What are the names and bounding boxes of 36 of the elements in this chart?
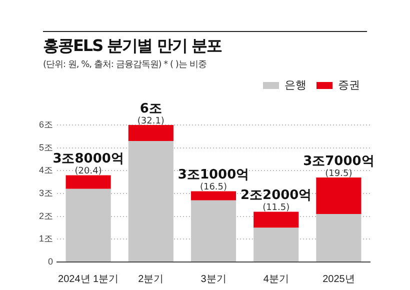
x-tick-label: 2분기 bbox=[138, 274, 164, 285]
bar bbox=[128, 125, 174, 141]
y-tick-label: 6조 bbox=[38, 119, 54, 130]
chart-subtitle: (단위: 원, %, 출처: 금융감독원) * ( )는 비중 bbox=[43, 59, 206, 71]
bar bbox=[128, 140, 174, 262]
x-tick-label: 2024년 1분기 bbox=[58, 274, 119, 285]
legend-label: 증권 bbox=[338, 80, 360, 92]
total-label: 6조 bbox=[140, 101, 162, 116]
total-label: 3조8000억 bbox=[52, 152, 124, 167]
bar bbox=[66, 188, 111, 262]
legend-label: 은행 bbox=[284, 80, 306, 92]
bar bbox=[190, 191, 236, 200]
x-tick-label: 2025년 bbox=[322, 274, 355, 285]
bar bbox=[66, 175, 111, 189]
annotation: (11.5) bbox=[262, 203, 290, 214]
total-label: 3조1000억 bbox=[178, 168, 250, 183]
bar bbox=[316, 214, 362, 262]
y-tick-label: 3조 bbox=[38, 188, 54, 198]
y-tick-label: 1조 bbox=[38, 234, 54, 244]
annotation: (19.5) bbox=[325, 168, 352, 179]
bar bbox=[254, 212, 299, 228]
chart-title: 홍콩ELS 분기별 만기 분포 bbox=[43, 36, 222, 57]
total-label: 2조2000억 bbox=[240, 188, 312, 204]
y-tick-label: 2조 bbox=[38, 210, 54, 221]
bar bbox=[316, 178, 362, 214]
y-tick-label: 5조 bbox=[38, 142, 54, 152]
annotation: (16.5) bbox=[200, 182, 228, 193]
x-tick-label: 4분기 bbox=[263, 274, 289, 285]
bar bbox=[190, 200, 236, 262]
bar bbox=[254, 228, 299, 262]
annotation: (32.1) bbox=[137, 116, 164, 126]
annotation: (20.4) bbox=[74, 166, 102, 177]
x-tick-label: 3분기 bbox=[200, 274, 226, 285]
y-tick-label: 0 bbox=[48, 256, 54, 266]
y-tick-label: 4조 bbox=[38, 165, 54, 176]
total-label: 3조7000억 bbox=[303, 154, 374, 169]
